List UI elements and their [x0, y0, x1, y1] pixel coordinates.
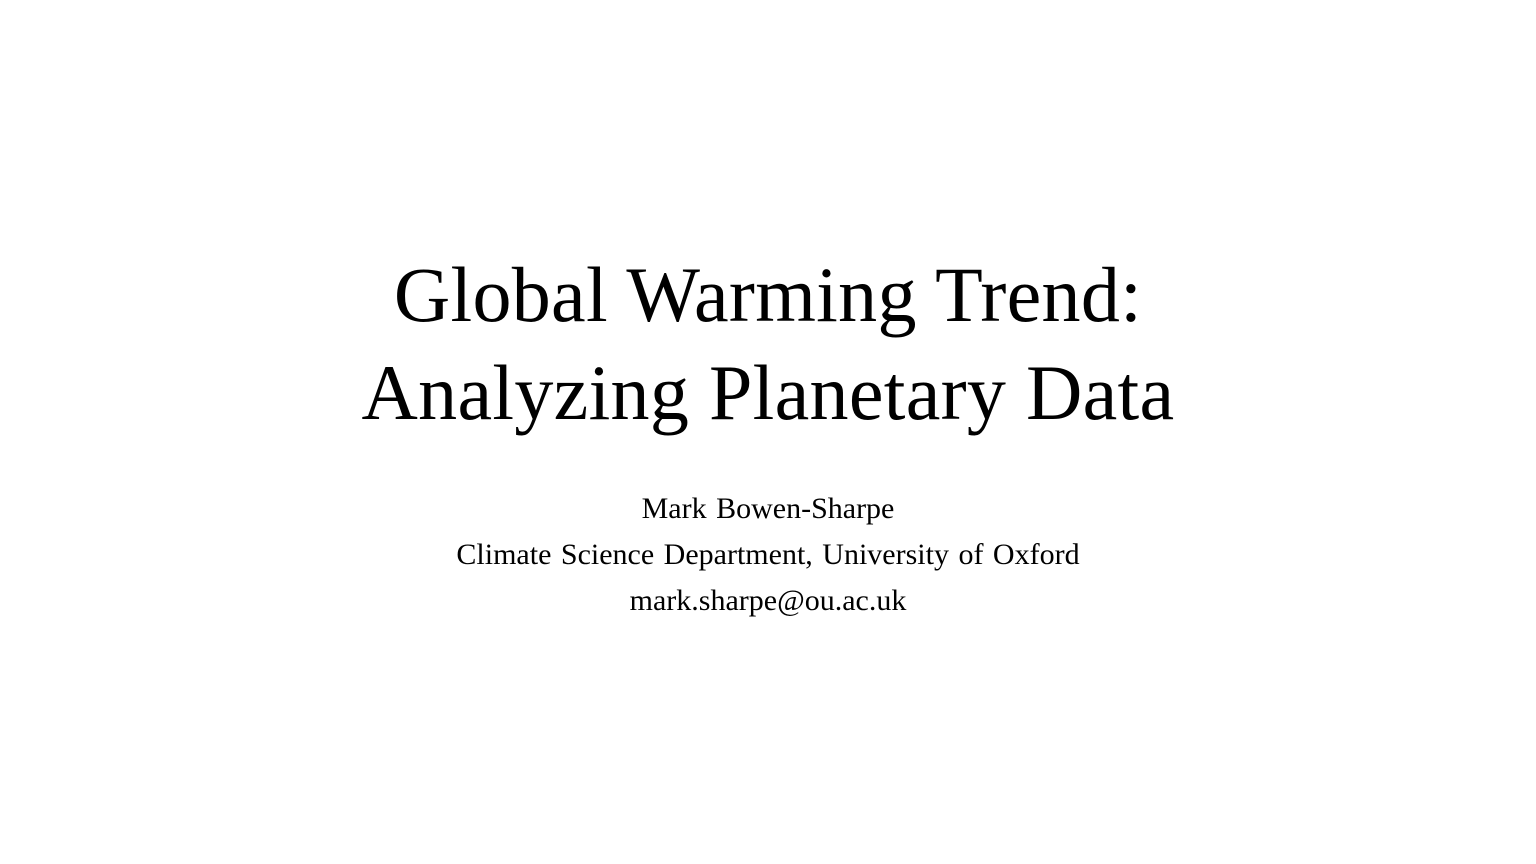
slide-title-line-1: Global Warming Trend:	[393, 251, 1143, 338]
slide-title-line-2: Analyzing Planetary Data	[361, 349, 1175, 436]
slide-title: Global Warming Trend: Analyzing Planetar…	[0, 246, 1536, 442]
slide-subtitle: Mark Bowen-Sharpe Climate Science Depart…	[0, 486, 1536, 624]
author-name: Mark Bowen-Sharpe	[641, 492, 895, 525]
author-affiliation: Climate Science Department, University o…	[456, 538, 1080, 571]
author-email: mark.sharpe@ou.ac.uk	[629, 584, 907, 617]
